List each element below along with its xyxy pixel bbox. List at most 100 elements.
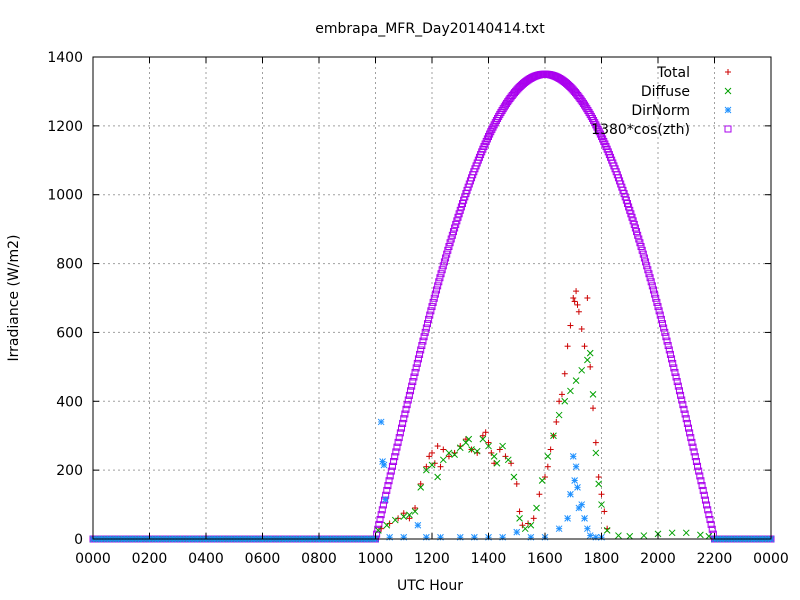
marker-stroke [694, 462, 702, 470]
cos-zth-point [673, 378, 681, 386]
total-point [516, 508, 523, 515]
cos-zth-point [699, 486, 707, 494]
marker-stroke [654, 303, 662, 311]
marker-stroke [592, 449, 600, 457]
cos-zth-point [594, 125, 602, 133]
marker-stroke [434, 282, 442, 290]
marker-stroke [668, 355, 676, 363]
cos-zth-point [685, 424, 693, 432]
marker-stroke [456, 444, 464, 452]
marker-stroke [440, 258, 448, 266]
total-point [485, 439, 492, 446]
marker-stroke [384, 482, 392, 490]
marker-stroke [403, 401, 411, 409]
diffuse-point [400, 513, 408, 520]
cos-zth-point [635, 235, 643, 243]
dirnorm-point [567, 490, 574, 498]
marker-stroke [685, 424, 693, 432]
cos-zth-point [407, 387, 415, 395]
total-point [536, 491, 543, 498]
cos-zth-point [402, 405, 410, 413]
marker-stroke [465, 435, 473, 443]
marker-stroke [645, 270, 653, 278]
marker-stroke [555, 411, 563, 419]
marker-stroke [388, 462, 396, 470]
marker-stroke [418, 342, 426, 350]
marker-stroke [675, 387, 683, 395]
marker-stroke [649, 286, 657, 294]
cos-zth-point [400, 415, 408, 423]
marker-stroke [448, 231, 456, 239]
marker-stroke [410, 373, 418, 381]
marker-stroke [664, 342, 672, 350]
marker-stroke [417, 484, 425, 491]
diffuse-point [411, 508, 419, 515]
total-point [592, 439, 599, 446]
marker-stroke [400, 513, 408, 520]
marker-stroke [378, 506, 386, 514]
marker-stroke [672, 373, 680, 381]
marker-stroke [414, 355, 422, 363]
marker-stroke [592, 121, 600, 129]
marker-stroke [445, 243, 453, 251]
dirnorm-point [581, 514, 588, 522]
marker-stroke [379, 458, 386, 465]
marker-stroke [453, 217, 461, 225]
cos-zth-point [396, 429, 404, 437]
cos-zth-point [419, 337, 427, 345]
cos-zth-point [434, 282, 442, 290]
cos-zth-point [433, 286, 441, 294]
total-point [440, 446, 447, 453]
cos-zth-point [489, 123, 497, 131]
cos-zth-point [420, 333, 428, 341]
cos-zth-point [638, 246, 646, 254]
cos-zth-point [681, 410, 689, 418]
marker-stroke [670, 364, 678, 372]
marker-stroke [445, 449, 453, 457]
legend-diffuse-marker [724, 87, 732, 95]
cos-zth-point [669, 359, 677, 367]
marker-stroke [692, 457, 700, 465]
cos-zth-point [671, 368, 679, 376]
cos-zth-point [443, 250, 451, 258]
total-point [482, 429, 489, 436]
marker-stroke [443, 250, 451, 258]
cos-zth-point [595, 128, 603, 136]
dirnorm-point [380, 461, 388, 469]
x-tick-label: 1400 [471, 551, 507, 567]
total-point [395, 515, 402, 522]
total-point [564, 343, 571, 350]
marker-stroke [706, 516, 714, 524]
diffuse-point [422, 466, 430, 474]
cos-zth-point [659, 320, 667, 328]
diffuse-point [682, 529, 690, 537]
marker-stroke [589, 391, 597, 398]
cos-zth-point [386, 472, 394, 480]
tick-labels: 0000 0200 0400 0600 0800 1000 1200 1400 1600 1800… [47, 50, 788, 567]
cos-zth-point [687, 434, 695, 442]
dirnorm-point [574, 484, 581, 491]
cos-zth-point [682, 415, 690, 423]
marker-stroke [640, 532, 648, 539]
marker-stroke [409, 378, 417, 386]
cos-zth-point [393, 443, 401, 451]
total-point [553, 418, 560, 425]
marker-stroke [665, 346, 673, 354]
marker-stroke [395, 434, 403, 442]
cos-zth-point [403, 401, 411, 409]
cos-zth-point [395, 434, 403, 442]
diffuse-point [499, 442, 506, 450]
cos-zth-point [657, 315, 665, 323]
marker-stroke [674, 382, 682, 390]
total-point [573, 288, 580, 295]
marker-stroke [499, 442, 506, 450]
marker-stroke [662, 333, 670, 341]
marker-stroke [488, 125, 496, 133]
x-tick-label: 0800 [301, 551, 337, 567]
axis-ticks [92, 56, 772, 540]
marker-stroke [687, 434, 695, 442]
marker-stroke [572, 377, 580, 384]
diffuse-point [603, 527, 611, 534]
marker-stroke [680, 405, 688, 413]
